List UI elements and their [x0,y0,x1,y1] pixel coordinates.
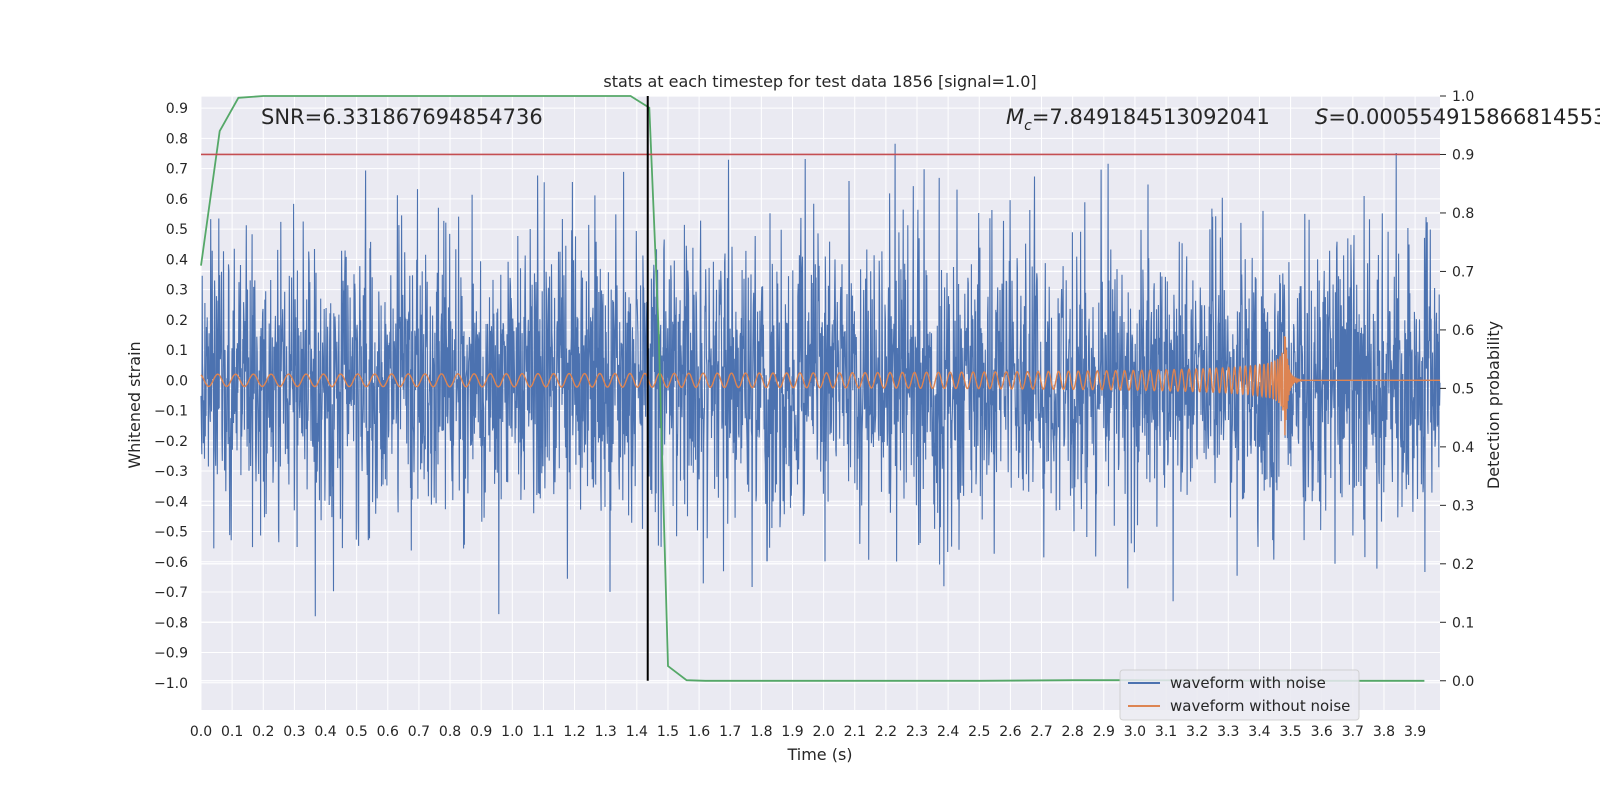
y-tick-label: −0.4 [154,494,188,510]
x-tick-label: 2.9 [1093,724,1115,740]
x-tick-label: 0.6 [377,724,399,740]
y-right-tick-label: 0.3 [1452,498,1474,514]
y-tick-label: 0.5 [166,222,188,238]
x-tick-label: 1.5 [657,724,679,740]
y-tick-label: −0.6 [154,555,188,571]
y-tick-label: −0.5 [154,525,188,541]
x-tick-label: 0.9 [470,724,492,740]
x-tick-label: 2.7 [1030,724,1052,740]
x-tick-label: 1.9 [781,724,803,740]
x-tick-label: 1.7 [719,724,741,740]
y-tick-label: 0.6 [166,192,188,208]
legend-label-clean: waveform without noise [1170,697,1350,715]
probability-series [200,95,1440,682]
y-right-tick-labels: 1.0 0.9 0.8 0.7 0.6 0.5 0.4 0.3 0.2 0.1 0.0 [1440,89,1474,690]
x-tick-label: 3.6 [1311,724,1333,740]
y-right-tick-label: 0.9 [1452,147,1474,163]
y-tick-label: 0.4 [166,252,188,268]
y-tick-label: 0.3 [166,283,188,299]
y-tick-label: −0.1 [154,404,188,420]
x-tick-label: 0.2 [252,724,274,740]
x-tick-label: 1.4 [626,724,648,740]
y-tick-label: −0.9 [154,646,188,662]
x-tick-label: 0.4 [314,724,336,740]
y-tick-label: 0.2 [166,313,188,329]
s-value: =0.000554915866814553 [1328,105,1600,129]
x-tick-label: 0.8 [439,724,461,740]
x-tick-label: 3.1 [1155,724,1177,740]
mc-value: =7.849184513092041 [1032,105,1270,129]
y-right-tick-label: 1.0 [1452,89,1474,105]
x-tick-label: 0.3 [283,724,305,740]
y-right-tick-label: 0.2 [1452,557,1474,573]
x-tick-label: 3.5 [1279,724,1301,740]
legend: waveform with noise waveform without noi… [1119,669,1360,721]
x-tick-label: 2.5 [968,724,990,740]
y-right-tick-label: 0.6 [1452,323,1474,339]
x-tick-label: 1.1 [532,724,554,740]
clean-waveform-line [200,336,1440,436]
x-tick-label: 3.9 [1404,724,1426,740]
y-right-tick-label: 0.5 [1452,381,1474,397]
y-axis-label: Whitened strain [125,341,144,468]
s-annotation: S=0.000554915866814553 [1315,105,1600,129]
y-tick-label: −0.2 [154,434,188,450]
x-tick-label: 2.4 [937,724,959,740]
y-tick-label: 0.1 [166,343,188,359]
y-tick-labels: 0.9 0.8 0.7 0.6 0.5 0.4 0.3 0.2 0.1 0.0 −0.1 −0.2 −0… [154,101,188,692]
x-tick-label: 3.2 [1186,724,1208,740]
x-tick-label: 2.1 [844,724,866,740]
x-tick-label: 1.2 [563,724,585,740]
x-tick-label: 0.7 [408,724,430,740]
y-right-tick-label: 0.7 [1452,264,1474,280]
detection-probability-line [200,95,1425,682]
x-tick-label: 0.0 [190,724,212,740]
chirp-mass-annotation: Mc=7.849184513092041 [1006,105,1270,134]
x-tick-label: 1.0 [501,724,523,740]
x-tick-label: 0.5 [346,724,368,740]
mc-symbol: M [1006,105,1024,129]
x-tick-label: 1.6 [688,724,710,740]
chirp-series [200,336,1440,436]
x-tick-labels: 0.0 0.1 0.2 0.3 0.4 0.5 0.6 0.7 0.8 0.9 1.0 1.1 1.2 1… [190,724,1426,740]
y-tick-label: −0.3 [154,464,188,480]
x-tick-label: 2.0 [812,724,834,740]
y-right-tick-label: 0.0 [1452,674,1474,690]
x-tick-label: 2.8 [1062,724,1084,740]
y-tick-label: −0.8 [154,615,188,631]
y-tick-label: 0.0 [166,373,188,389]
x-tick-label: 2.6 [999,724,1021,740]
x-tick-label: 2.3 [906,724,928,740]
y-tick-label: 0.8 [166,131,188,147]
x-tick-label: 1.8 [750,724,772,740]
x-tick-label: 1.3 [595,724,617,740]
legend-label-noise: waveform with noise [1170,674,1326,692]
x-tick-label: 3.4 [1248,724,1270,740]
x-tick-label: 3.0 [1124,724,1146,740]
y-tick-label: 0.7 [166,162,188,178]
x-tick-label: 0.1 [221,724,243,740]
legend-box [1119,669,1360,721]
noise-waveform-line [200,143,1441,617]
s-symbol: S [1315,105,1328,129]
x-tick-label: 3.3 [1217,724,1239,740]
y-right-axis-label: Detection probability [1484,321,1503,489]
x-tick-label: 3.8 [1373,724,1395,740]
x-tick-label: 2.2 [875,724,897,740]
x-axis-label: Time (s) [786,745,852,764]
y-tick-label: −1.0 [154,676,188,692]
chart-title: stats at each timestep for test data 185… [603,72,1036,91]
y-right-tick-label: 0.4 [1452,440,1474,456]
mc-subscript: c [1024,118,1032,134]
y-right-tick-label: 0.1 [1452,615,1474,631]
snr-annotation: SNR=6.331867694854736 [261,105,543,129]
y-tick-label: −0.7 [154,585,188,601]
y-tick-label: 0.9 [166,101,188,117]
y-right-tick-label: 0.8 [1452,206,1474,222]
x-tick-label: 3.7 [1342,724,1364,740]
noise-series [200,143,1441,617]
